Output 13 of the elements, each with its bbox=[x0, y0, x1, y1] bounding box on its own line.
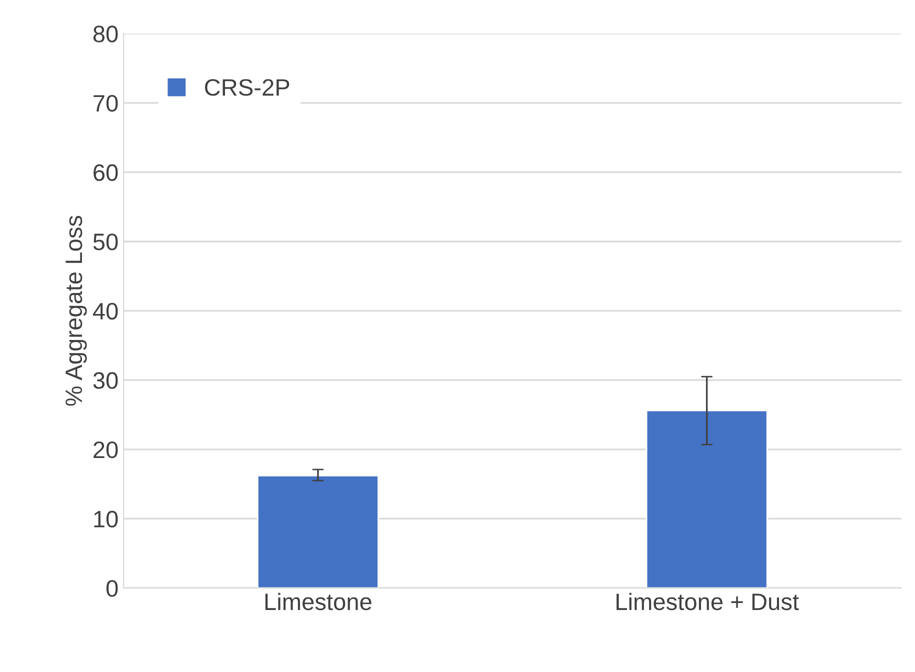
y-tick-label: 80 bbox=[93, 26, 118, 42]
y-tick-label: 70 bbox=[94, 94, 118, 112]
y-axis-title: % Aggregate Loss bbox=[66, 216, 87, 406]
y-tick-label: 0 bbox=[106, 580, 118, 597]
y-tick-label: 60 bbox=[94, 164, 118, 181]
y-tick-label: 50 bbox=[93, 234, 118, 250]
y-tick-label: 30 bbox=[93, 372, 118, 389]
legend-label: CRS-2P bbox=[205, 79, 290, 96]
y-tick-label: 40 bbox=[92, 302, 118, 320]
y-tick-label: 10 bbox=[94, 510, 118, 528]
y-tick-label: 20 bbox=[94, 441, 118, 458]
x-tick-label: Limestone bbox=[265, 592, 372, 610]
x-tick-label: Limestone + Dust bbox=[616, 592, 799, 610]
